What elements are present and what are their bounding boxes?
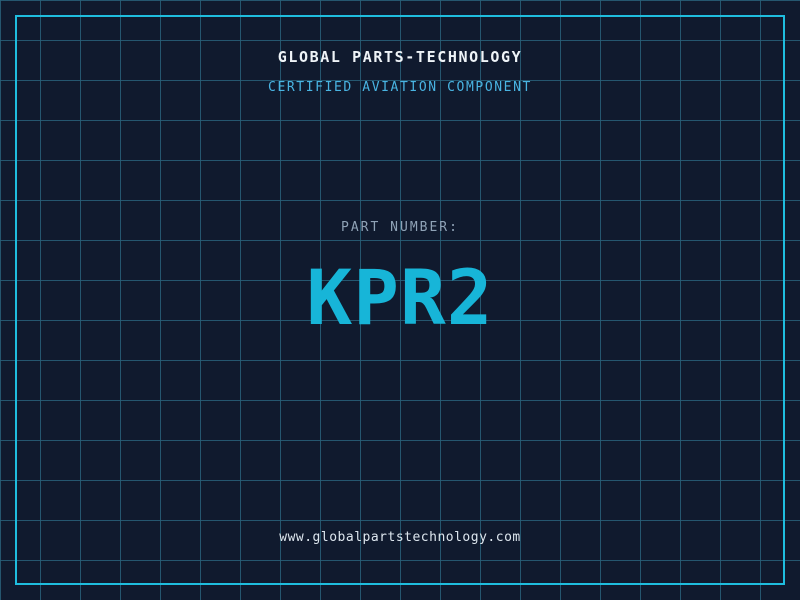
part-number-value: KPR2 [306,253,494,342]
part-number-label: PART NUMBER: [341,220,459,235]
company-title: GLOBAL PARTS-TECHNOLOGY [277,48,523,66]
website-footer: www.globalpartstechnology.com [279,530,521,545]
certification-subtitle: CERTIFIED AVIATION COMPONENT [268,80,532,95]
